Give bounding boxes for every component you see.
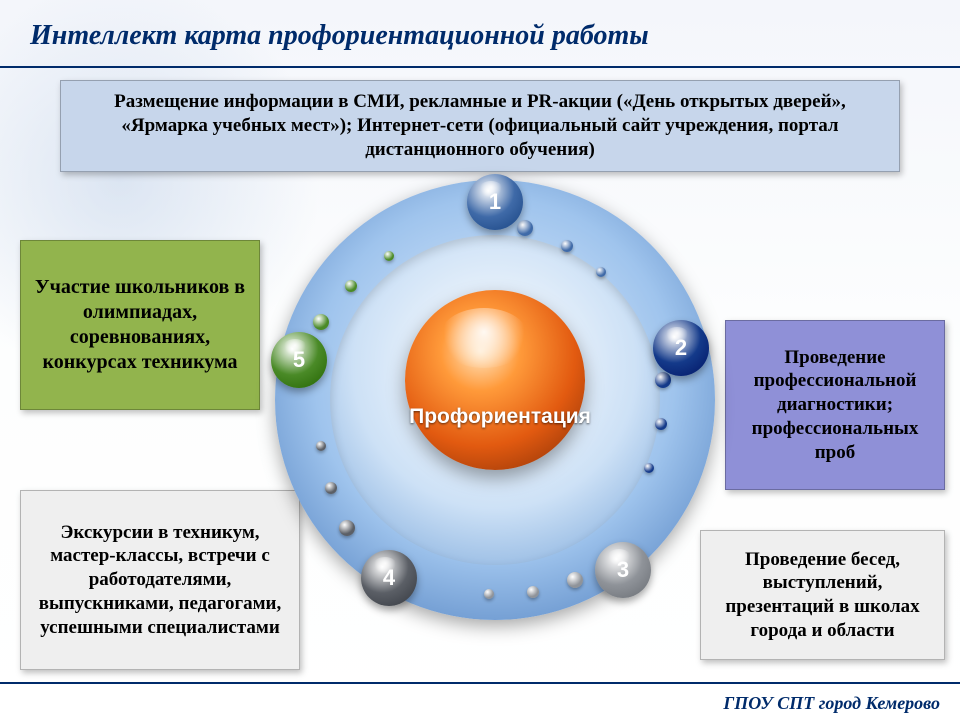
box-bleft-text: Экскурсии в техникум, мастер-классы, вст…: [33, 499, 287, 661]
trail-dot: [484, 589, 494, 599]
page-title: Интеллект карта профориентационной работ…: [30, 20, 649, 52]
satellite-2: 2: [653, 320, 709, 376]
box-left: Участие школьников в олимпиадах, соревно…: [20, 240, 260, 410]
box-top-text: Размещение информации в СМИ, рекламные и…: [73, 89, 887, 163]
rule-bottom: [0, 682, 960, 684]
box-bright-text: Проведение бесед, выступлений, презентац…: [713, 539, 932, 651]
trail-dot: [561, 240, 573, 252]
orbit-core: [405, 290, 585, 470]
satellite-4: 4: [361, 550, 417, 606]
satellite-3: 3: [595, 542, 651, 598]
box-bottom-left: Экскурсии в техникум, мастер-классы, вст…: [20, 490, 300, 670]
box-top: Размещение информации в СМИ, рекламные и…: [60, 80, 900, 172]
trail-dot: [655, 372, 671, 388]
trail-dot: [596, 267, 606, 277]
trail-dot: [527, 586, 539, 598]
box-bottom-right: Проведение бесед, выступлений, презентац…: [700, 530, 945, 660]
orbit-diagram: Профориентация 12345: [275, 180, 715, 620]
satellite-5: 5: [271, 332, 327, 388]
trail-dot: [316, 441, 326, 451]
satellite-1: 1: [467, 174, 523, 230]
box-left-text: Участие школьников в олимпиадах, соревно…: [33, 249, 247, 401]
trail-dot: [339, 520, 355, 536]
footer-text: ГПОУ СПТ город Кемерово: [723, 693, 940, 714]
trail-dot: [313, 314, 329, 330]
box-right: Проведение профессиональной диагностики;…: [725, 320, 945, 490]
box-right-text: Проведение профессиональной диагностики;…: [738, 329, 932, 481]
trail-dot: [567, 572, 583, 588]
trail-dot: [517, 220, 533, 236]
trail-dot: [345, 280, 357, 292]
orbit-core-label: Профориентация: [385, 405, 615, 429]
trail-dot: [644, 463, 654, 473]
rule-top: [0, 66, 960, 68]
trail-dot: [384, 251, 394, 261]
page: Интеллект карта профориентационной работ…: [0, 0, 960, 720]
trail-dot: [655, 418, 667, 430]
trail-dot: [325, 482, 337, 494]
